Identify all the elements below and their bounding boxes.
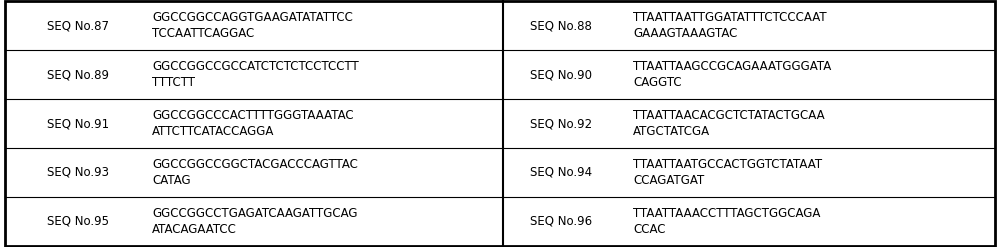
Text: SEQ No.93: SEQ No.93 xyxy=(47,166,109,179)
Text: TTAATTAAACCTTTAGCTGGCAGA
CCAC: TTAATTAAACCTTTAGCTGGCAGA CCAC xyxy=(633,207,821,236)
Text: SEQ No.87: SEQ No.87 xyxy=(47,19,109,32)
Text: GGCCGGCCGGCTACGACCCAGTTAC
CATAG: GGCCGGCCGGCTACGACCCAGTTAC CATAG xyxy=(152,158,358,187)
Text: TTAATTAATTGGATATTTCTCCCAAT
GAAAGTAAAGTAC: TTAATTAATTGGATATTTCTCCCAAT GAAAGTAAAGTAC xyxy=(633,11,827,40)
Text: GGCCGGCCCACTTTTGGGTAAATAC
ATTCTTCATACCAGGA: GGCCGGCCCACTTTTGGGTAAATAC ATTCTTCATACCAG… xyxy=(152,109,354,138)
Text: GGCCGGCCTGAGATCAAGATTGCAG
ATACAGAATCC: GGCCGGCCTGAGATCAAGATTGCAG ATACAGAATCC xyxy=(152,207,357,236)
Text: SEQ No.90: SEQ No.90 xyxy=(530,68,592,81)
Text: TTAATTAATGCCACTGGTCTATAAT
CCAGATGAT: TTAATTAATGCCACTGGTCTATAAT CCAGATGAT xyxy=(633,158,822,187)
Text: SEQ No.91: SEQ No.91 xyxy=(47,117,109,130)
Text: SEQ No.88: SEQ No.88 xyxy=(530,19,592,32)
Text: SEQ No.95: SEQ No.95 xyxy=(47,215,109,228)
Text: SEQ No.96: SEQ No.96 xyxy=(530,215,592,228)
Text: GGCCGGCCGCCATCTCTCTCCTCCTT
TTTCTT: GGCCGGCCGCCATCTCTCTCCTCCTT TTTCTT xyxy=(152,60,359,89)
Text: SEQ No.92: SEQ No.92 xyxy=(530,117,592,130)
Text: TTAATTAAGCCGCAGAAATGGGATA
CAGGTC: TTAATTAAGCCGCAGAAATGGGATA CAGGTC xyxy=(633,60,832,89)
Text: SEQ No.89: SEQ No.89 xyxy=(47,68,109,81)
Text: SEQ No.94: SEQ No.94 xyxy=(530,166,592,179)
Text: GGCCGGCCAGGTGAAGATATATTCC
TCCAATTCAGGAC: GGCCGGCCAGGTGAAGATATATTCC TCCAATTCAGGAC xyxy=(152,11,353,40)
Text: TTAATTAACACGCTCTATACTGCAA
ATGCTATCGA: TTAATTAACACGCTCTATACTGCAA ATGCTATCGA xyxy=(633,109,825,138)
